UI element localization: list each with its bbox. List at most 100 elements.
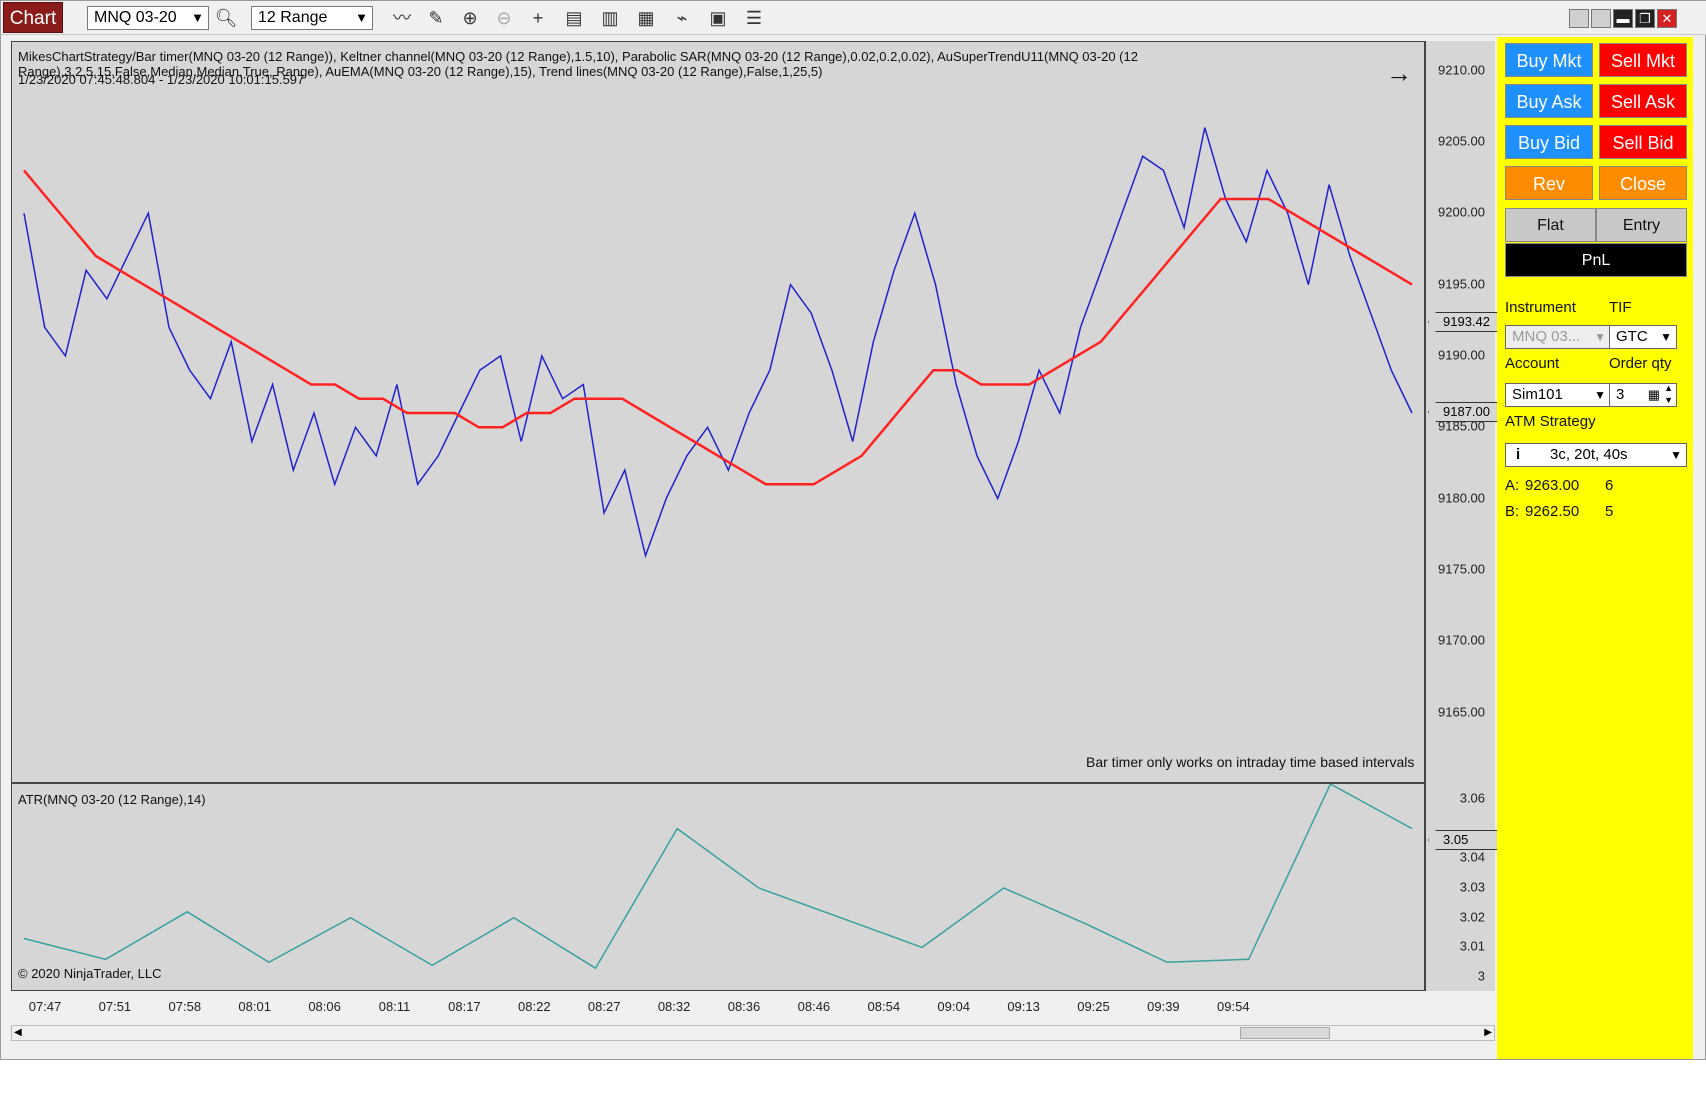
crosshair-icon[interactable]: + bbox=[532, 8, 544, 28]
instrument-select[interactable]: MNQ 03... ▼ bbox=[1505, 325, 1611, 349]
close-icon[interactable]: ✕ bbox=[1657, 9, 1677, 28]
scroll-right-icon[interactable]: ▶ bbox=[1484, 1027, 1492, 1038]
instrument-label: Instrument bbox=[1505, 299, 1576, 316]
x-tick-label: 08:11 bbox=[378, 999, 411, 1014]
sell-ask-button[interactable]: Sell Ask bbox=[1599, 84, 1687, 118]
bid-size: 5 bbox=[1605, 503, 1614, 520]
x-tick-label: 07:47 bbox=[28, 999, 62, 1014]
buy-bid-button[interactable]: Buy Bid bbox=[1505, 125, 1593, 159]
y-tick-label: 9210.00 bbox=[1438, 62, 1485, 78]
atr-panel[interactable]: ATR(MNQ 03-20 (12 Range),14) © 2020 Ninj… bbox=[11, 783, 1425, 991]
scrollbar-thumb[interactable] bbox=[1240, 1027, 1330, 1039]
x-tick-label: 08:36 bbox=[727, 999, 761, 1014]
maximize-icon[interactable]: ❐ bbox=[1635, 9, 1655, 28]
chart-toolbar: Chart MNQ 03-20 ▼ 🔍︎ 12 Range ▼ 〰 ✎ ⊕ ⊖ … bbox=[1, 1, 1706, 35]
line-chart-icon[interactable]: 〰 bbox=[393, 8, 411, 28]
indicator-label: MikesChartStrategy/Bar timer(MNQ 03-20 (… bbox=[18, 49, 1138, 64]
x-tick-label: 08:17 bbox=[448, 999, 481, 1014]
scroll-left-icon[interactable]: ◀ bbox=[14, 1027, 22, 1038]
order-qty-input[interactable]: 3 ▦ ▲ ▼ bbox=[1609, 383, 1677, 407]
calculator-icon[interactable]: ▦ bbox=[1647, 387, 1660, 402]
list-icon[interactable]: ☰ bbox=[745, 8, 763, 28]
sell-bid-button[interactable]: Sell Bid bbox=[1599, 125, 1687, 159]
y-tick-label: 3.04 bbox=[1459, 849, 1485, 865]
price-plot bbox=[23, 127, 1413, 559]
y-tick-label: 9195.00 bbox=[1438, 276, 1485, 292]
atm-strategy-select[interactable]: i 3c, 20t, 40s ▼ bbox=[1505, 443, 1687, 467]
chevron-down-icon: ▼ bbox=[1670, 448, 1682, 462]
x-tick-label: 09:04 bbox=[937, 999, 970, 1014]
restore-icon[interactable] bbox=[1591, 9, 1611, 28]
price-marker: 9193.42 bbox=[1428, 312, 1504, 332]
buy-market-button[interactable]: Buy Mkt bbox=[1505, 43, 1593, 77]
draw-icon[interactable]: ✎ bbox=[428, 8, 444, 28]
chart-trader-panel: Buy Mkt Sell Mkt Buy Ask Sell Ask Buy Bi… bbox=[1497, 37, 1693, 1059]
atr-plot bbox=[23, 784, 1413, 970]
atr-marker: 3.05 bbox=[1428, 830, 1504, 850]
x-tick-label: 08:01 bbox=[238, 999, 271, 1014]
bar-timer-message: Bar timer only works on intraday time ba… bbox=[1086, 754, 1415, 770]
chevron-down-icon: ▼ bbox=[1660, 330, 1672, 344]
tif-select[interactable]: GTC ▼ bbox=[1609, 325, 1677, 349]
y-tick-label: 3.06 bbox=[1459, 790, 1485, 806]
y-tick-label: 9185.00 bbox=[1438, 418, 1485, 434]
atm-strategy-label: ATM Strategy bbox=[1505, 413, 1596, 430]
account-select[interactable]: Sim101 ▼ bbox=[1505, 383, 1611, 407]
atm-strategy-value: 3c, 20t, 40s bbox=[1550, 446, 1628, 463]
stepper-icon[interactable]: ▲ ▼ bbox=[1664, 383, 1673, 405]
bid-price: 9262.50 bbox=[1525, 503, 1580, 520]
order-qty-value: 3 bbox=[1616, 386, 1625, 403]
instrument-select[interactable]: MNQ 03-20 ▼ bbox=[87, 6, 209, 30]
x-tick-label: 08:27 bbox=[587, 999, 621, 1014]
reverse-button[interactable]: Rev bbox=[1505, 166, 1593, 200]
price-panel[interactable]: MikesChartStrategy/Bar timer(MNQ 03-20 (… bbox=[11, 41, 1425, 783]
x-tick-label: 08:46 bbox=[797, 999, 831, 1014]
x-tick-label: 09:13 bbox=[1007, 999, 1040, 1014]
properties-icon[interactable]: ▣ bbox=[709, 8, 727, 28]
x-tick-label: 09:25 bbox=[1077, 999, 1110, 1014]
series-line-atr bbox=[23, 784, 1413, 970]
series-line-price bbox=[23, 127, 1413, 559]
price-marker: 9187.00 bbox=[1428, 402, 1504, 422]
position-flat: Flat bbox=[1505, 208, 1596, 242]
time-axis[interactable]: 07:47 07:51 07:58 08:01 08:06 08:11 08:17 08:22… bbox=[11, 991, 1495, 1025]
horizontal-scrollbar[interactable]: ◀ ▶ bbox=[11, 1025, 1495, 1041]
account-label: Account bbox=[1505, 355, 1560, 372]
x-tick-label: 09:54 bbox=[1217, 999, 1250, 1014]
y-tick-label: 3.03 bbox=[1459, 879, 1485, 895]
info-icon[interactable]: i bbox=[1516, 446, 1521, 463]
price-axis[interactable]: 9210.00 9205.00 9200.00 9195.00 9190.00 9185.… bbox=[1425, 41, 1504, 783]
buy-ask-button[interactable]: Buy Ask bbox=[1505, 84, 1593, 118]
chevron-down-icon: ▼ bbox=[1594, 388, 1606, 402]
x-tick-label: 08:06 bbox=[308, 999, 341, 1014]
minimize-icon[interactable]: ▬ bbox=[1613, 9, 1633, 28]
y-tick-label: 9180.00 bbox=[1438, 490, 1485, 506]
strategy-icon[interactable]: ⌁ bbox=[676, 8, 688, 28]
zoom-out-icon[interactable]: ⊖ bbox=[496, 8, 512, 28]
y-tick-label: 9200.00 bbox=[1438, 204, 1485, 220]
x-tick-label: 09:39 bbox=[1147, 999, 1180, 1014]
x-tick-label: 08:54 bbox=[867, 999, 901, 1014]
y-tick-label: 9170.00 bbox=[1438, 632, 1485, 648]
chevron-down-icon: ▼ bbox=[191, 10, 204, 25]
arrow-right-icon[interactable]: → bbox=[1386, 58, 1412, 88]
chart-tab[interactable]: Chart bbox=[3, 2, 63, 33]
instrument-value: MNQ 03... bbox=[1512, 328, 1581, 345]
period-select[interactable]: 12 Range ▼ bbox=[251, 6, 373, 30]
ask-label: A: bbox=[1505, 477, 1520, 494]
data-box-icon[interactable]: ▤ bbox=[565, 8, 583, 28]
sell-market-button[interactable]: Sell Mkt bbox=[1599, 43, 1687, 77]
atr-axis[interactable]: 3.06 3.04 3.03 3.02 3.01 3 3.05 bbox=[1425, 783, 1504, 991]
x-tick-label: 08:32 bbox=[657, 999, 691, 1014]
indicators-icon[interactable]: ▦ bbox=[637, 8, 655, 28]
indicator-label: Range),3,2,5,15,False,Median,Median,True… bbox=[18, 64, 823, 79]
zoom-in-icon[interactable]: ⊕ bbox=[462, 8, 478, 28]
ask-price: 9263.00 bbox=[1525, 477, 1580, 494]
y-tick-label: 9165.00 bbox=[1438, 704, 1485, 720]
search-icon[interactable]: 🔍︎ bbox=[214, 8, 238, 28]
y-tick-label: 3 bbox=[1477, 968, 1485, 984]
restore-icon[interactable] bbox=[1569, 9, 1589, 28]
bar-type-icon[interactable]: ▥ bbox=[601, 8, 619, 28]
date-range-label: 1/23/2020 07:45:48.804 - 1/23/2020 10:01… bbox=[18, 72, 305, 87]
close-position-button[interactable]: Close bbox=[1599, 166, 1687, 200]
